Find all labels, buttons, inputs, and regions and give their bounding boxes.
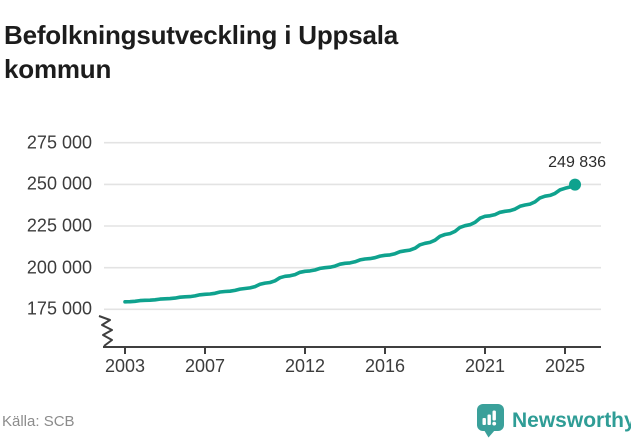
chart-title: Befolkningsutveckling i Uppsala kommun (4, 20, 398, 84)
y-axis-tick-label: 250 000 (26, 173, 92, 194)
newsworthy-brand-text: Newsworthy (512, 409, 631, 432)
source-note: Källa: SCB (2, 413, 75, 430)
gridlines (104, 141, 601, 311)
x-axis-ticks (124, 347, 566, 354)
y-axis-tick-label: 225 000 (26, 215, 92, 236)
x-axis-tick-label: 2012 (284, 356, 326, 376)
population-line-series (123, 178, 581, 304)
x-axis-tick-label: 2016 (364, 356, 406, 376)
newsworthy-logo-icon (477, 404, 504, 438)
end-point-marker (569, 178, 581, 191)
population-line (123, 182, 577, 304)
x-axis-tick-label: 2021 (464, 356, 506, 376)
y-axis-break-icon (98, 315, 113, 347)
x-axis-tick-label: 2003 (104, 356, 146, 376)
x-axis-tick-label: 2025 (544, 356, 586, 376)
y-axis-tick-label: 175 000 (26, 298, 92, 319)
x-axis-tick-label: 2007 (184, 356, 226, 376)
y-axis-tick-label: 200 000 (26, 257, 92, 278)
newsworthy-brand[interactable]: Newsworthy (476, 402, 631, 438)
y-axis-tick-label: 275 000 (26, 132, 92, 153)
end-point-value-label: 249 836 (548, 153, 606, 171)
